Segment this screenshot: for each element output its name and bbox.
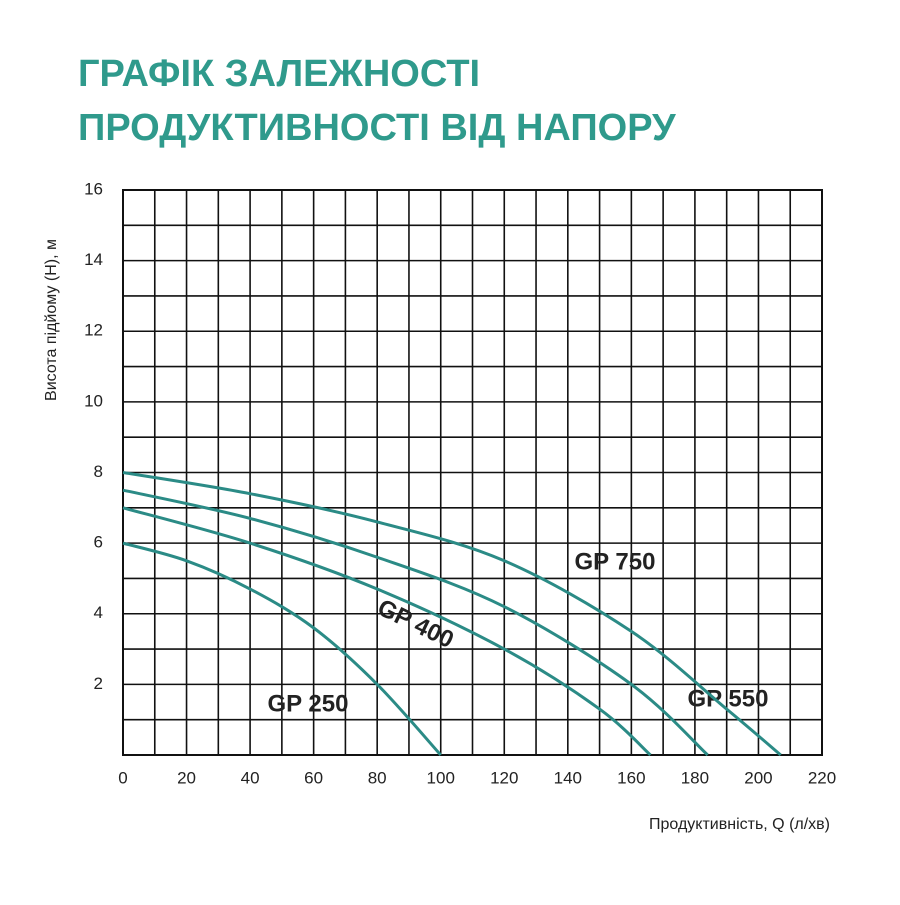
x-tick-label: 20 (177, 768, 196, 787)
series-label: GP 750 (575, 548, 656, 575)
x-tick-label: 100 (427, 768, 455, 787)
y-tick-label: 16 (84, 179, 103, 198)
x-tick-label: 40 (241, 768, 260, 787)
x-tick-label: 220 (808, 768, 836, 787)
y-tick-label: 10 (84, 391, 103, 410)
y-axis-label: Висота підйому (H), м (43, 239, 60, 401)
y-tick-label: 4 (94, 603, 103, 622)
series-line (122, 471, 782, 757)
y-tick-label: 14 (84, 250, 103, 269)
x-tick-label: 80 (368, 768, 387, 787)
y-tick-label: 12 (84, 321, 103, 340)
x-axis-label: Продуктивність, Q (л/хв) (649, 816, 830, 833)
x-tick-label: 200 (744, 768, 772, 787)
series-label: GP 400 (373, 594, 458, 654)
series-label: GP 250 (268, 690, 349, 717)
y-tick-label: 6 (94, 533, 103, 552)
y-tick-label: 8 (94, 462, 103, 481)
x-tick-label: 140 (554, 768, 582, 787)
series-line (122, 541, 442, 757)
series-line (122, 488, 709, 757)
x-tick-label: 0 (118, 768, 127, 787)
x-tick-label: 160 (617, 768, 645, 787)
chart-title: ГРАФІК ЗАЛЕЖНОСТІ (78, 53, 480, 95)
x-tick-label: 180 (681, 768, 709, 787)
series-line (122, 506, 652, 757)
series-label: GP 550 (688, 685, 769, 712)
chart-title: ПРОДУКТИВНОСТІ ВІД НАПОРУ (78, 107, 676, 149)
x-tick-label: 120 (490, 768, 518, 787)
x-tick-label: 60 (304, 768, 323, 787)
y-tick-label: 2 (94, 674, 103, 693)
